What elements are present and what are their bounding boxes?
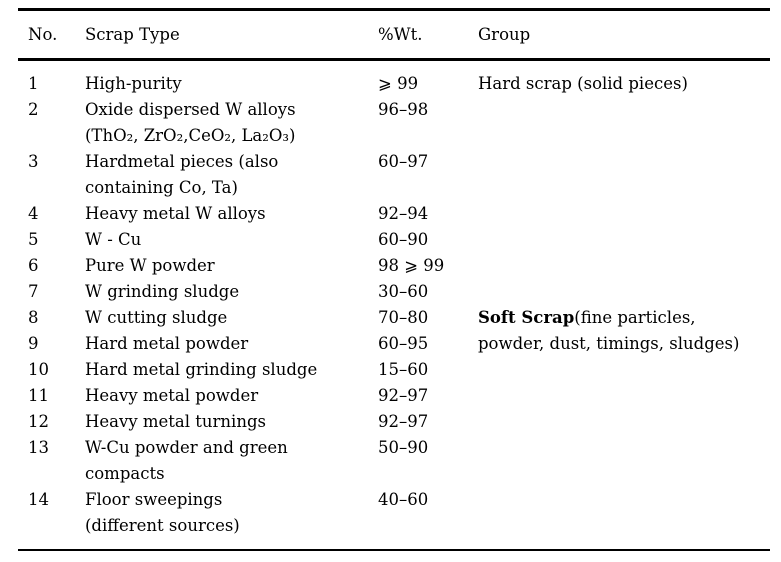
column-header-scrap-type: Scrap Type (85, 25, 180, 44)
cell-no: 3 (28, 152, 39, 171)
cell-scrap-type: Pure W powder (85, 256, 215, 275)
table-header-row: No. Scrap Type %Wt. Group (18, 11, 770, 61)
cell-no: 6 (28, 256, 39, 275)
cell-wt: 50–90 (378, 438, 429, 457)
table-row: 14 Floor sweepings (different sources) 4… (18, 487, 770, 539)
table-row: 13 W-Cu powder and green compacts 50–90 (18, 435, 770, 487)
cell-group (478, 383, 770, 409)
cell-wt: 96–98 (378, 100, 429, 119)
table-row: 10 Hard metal grinding sludge 15–60 (18, 357, 770, 383)
cell-scrap-type: W cutting sludge (85, 308, 228, 327)
cell-wt: 92–97 (378, 412, 429, 431)
table-row: 7 W grinding sludge 30–60 (18, 279, 770, 305)
table-row: 5 W - Cu 60–90 (18, 227, 770, 253)
cell-group (478, 149, 770, 201)
cell-scrap-type: Heavy metal turnings (85, 412, 266, 431)
cell-no: 14 (28, 490, 49, 509)
table-row: 2 Oxide dispersed W alloys (ThO₂, ZrO₂,C… (18, 97, 770, 149)
table-row: 4 Heavy metal W alloys 92–94 (18, 201, 770, 227)
group-label-detail: (fine particles, (574, 308, 696, 327)
cell-scrap-type: Oxide dispersed W alloys (ThO₂, ZrO₂,CeO… (85, 100, 296, 145)
cell-scrap-type: W - Cu (85, 230, 142, 249)
cell-no: 5 (28, 230, 39, 249)
cell-scrap-type: Hard metal powder (85, 334, 249, 353)
cell-scrap-type: Floor sweepings (different sources) (85, 490, 240, 535)
cell-no: 1 (28, 74, 39, 93)
cell-no: 4 (28, 204, 39, 223)
cell-group: Soft Scrap(fine particles, (478, 305, 770, 331)
cell-no: 9 (28, 334, 39, 353)
cell-group (478, 97, 770, 149)
table-row: 1 High-purity ⩾ 99 Hard scrap (solid pie… (18, 71, 770, 97)
cell-group (478, 253, 770, 279)
cell-wt: ⩾ 99 (378, 74, 419, 93)
column-header-wt: %Wt. (378, 25, 423, 44)
cell-group (478, 201, 770, 227)
cell-no: 8 (28, 308, 39, 327)
cell-scrap-type: Hard metal grinding sludge (85, 360, 318, 379)
cell-wt: 60–90 (378, 230, 429, 249)
cell-wt: 92–94 (378, 204, 429, 223)
cell-scrap-type: W-Cu powder and green compacts (85, 438, 288, 483)
table-row: 11 Heavy metal powder 92–97 (18, 383, 770, 409)
column-header-no: No. (28, 25, 58, 44)
table-row: 9 Hard metal powder 60–95 powder, dust, … (18, 331, 770, 357)
cell-group (478, 279, 770, 305)
cell-wt: 70–80 (378, 308, 429, 327)
cell-wt: 92–97 (378, 386, 429, 405)
cell-group (478, 435, 770, 487)
column-header-group: Group (478, 25, 531, 44)
cell-scrap-type: Heavy metal powder (85, 386, 259, 405)
cell-wt: 40–60 (378, 490, 429, 509)
cell-wt: 60–97 (378, 152, 429, 171)
scrap-classification-table: No. Scrap Type %Wt. Group 1 High-purity … (18, 8, 770, 551)
cell-wt: 30–60 (378, 282, 429, 301)
cell-wt: 15–60 (378, 360, 429, 379)
cell-scrap-type: High-purity (85, 74, 182, 93)
cell-no: 13 (28, 438, 49, 457)
cell-scrap-type: Heavy metal W alloys (85, 204, 266, 223)
cell-no: 11 (28, 386, 49, 405)
cell-scrap-type: Hardmetal pieces (also containing Co, Ta… (85, 152, 279, 197)
table-row: 12 Heavy metal turnings 92–97 (18, 409, 770, 435)
cell-group: powder, dust, timings, sludges) (478, 334, 740, 353)
table-row: 6 Pure W powder 98 ⩾ 99 (18, 253, 770, 279)
cell-no: 2 (28, 100, 39, 119)
cell-group (478, 409, 770, 435)
cell-wt: 60–95 (378, 334, 429, 353)
cell-no: 12 (28, 412, 49, 431)
cell-no: 7 (28, 282, 39, 301)
cell-wt: 98 ⩾ 99 (378, 256, 445, 275)
cell-group: Hard scrap (solid pieces) (478, 74, 688, 93)
cell-group (478, 227, 770, 253)
cell-scrap-type: W grinding sludge (85, 282, 240, 301)
table-body: 1 High-purity ⩾ 99 Hard scrap (solid pie… (18, 61, 770, 551)
table-row: 3 Hardmetal pieces (also containing Co, … (18, 149, 770, 201)
table-row: 8 W cutting sludge 70–80 Soft Scrap(fine… (18, 305, 770, 331)
cell-group (478, 357, 770, 383)
group-label-soft-scrap: Soft Scrap (478, 308, 575, 327)
cell-group (478, 487, 770, 539)
cell-no: 10 (28, 360, 49, 379)
